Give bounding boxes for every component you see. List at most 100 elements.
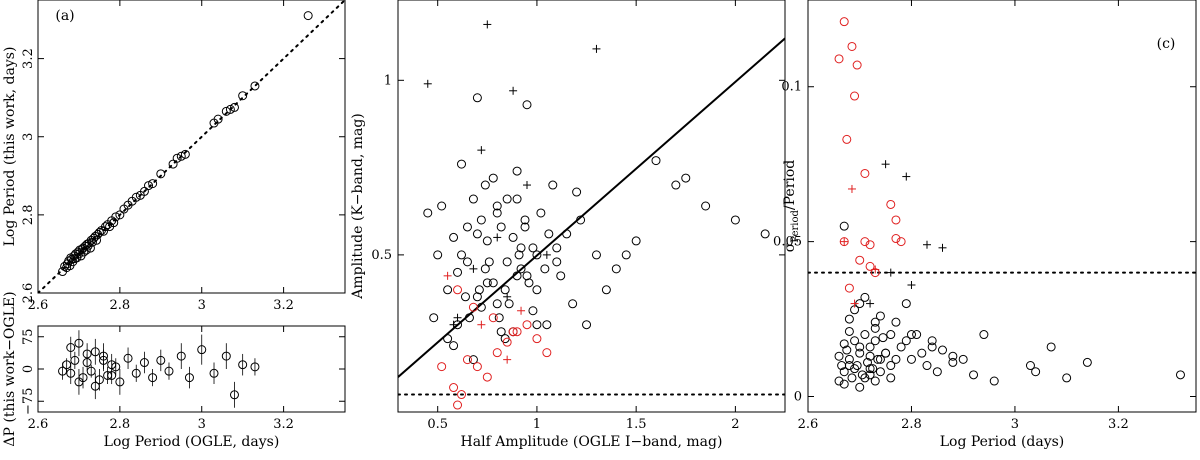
x-tick-label: 1.5 [626, 417, 647, 432]
panel-a-residuals: 2.6 2.8 3 3.2 −75 0 75 Log Period (OGLE, days) Δ… [2, 291, 346, 450]
data-point [860, 373, 870, 383]
data-point [842, 134, 852, 144]
data-point [468, 302, 478, 312]
data-point [464, 313, 474, 323]
data-point [855, 255, 865, 265]
data-point [844, 354, 854, 364]
data-point [98, 355, 108, 365]
data-point [932, 367, 942, 377]
data-point [886, 373, 896, 383]
data-point [875, 367, 885, 377]
data-point [462, 355, 472, 365]
data-point [109, 218, 119, 228]
data-point [839, 379, 849, 389]
data-point-cross [886, 268, 895, 277]
data-point [512, 271, 522, 281]
data-layer [398, 20, 785, 410]
data-point [572, 187, 582, 197]
data-point [90, 381, 100, 391]
data-point [482, 236, 492, 246]
data-point [453, 400, 463, 410]
data-point [927, 336, 937, 346]
data-point [875, 354, 885, 364]
data-point [917, 348, 927, 358]
data-point [906, 354, 916, 364]
data-point-cross [847, 184, 856, 193]
y-axis-label: σPeriod/Period [782, 160, 801, 253]
data-point [472, 93, 482, 103]
data-point [886, 361, 896, 371]
y-tick-label: 0.1 [781, 80, 802, 95]
data-point [172, 153, 182, 163]
data-point [850, 336, 860, 346]
data-point [865, 370, 875, 380]
data-point [176, 351, 186, 361]
x-tick-label: 2.6 [28, 417, 49, 432]
data-point [870, 323, 880, 333]
data-point [842, 345, 852, 355]
data-point [492, 299, 502, 309]
data-point [496, 222, 506, 232]
data-point [839, 367, 849, 377]
data-point-cross [477, 146, 486, 155]
data-point [532, 320, 542, 330]
data-point [474, 285, 484, 295]
data-point [502, 194, 512, 204]
data-point [144, 181, 154, 191]
data-point [437, 362, 447, 372]
data-point [568, 299, 578, 309]
data-point [591, 250, 601, 260]
data-point [839, 221, 849, 231]
data-point [927, 342, 937, 352]
data-point [468, 355, 478, 365]
data-point-cross [477, 320, 486, 329]
data-point-cross [922, 240, 931, 249]
data-point [457, 390, 467, 400]
data-point [989, 376, 999, 386]
data-point [484, 257, 494, 267]
data-point [209, 368, 219, 378]
data-point [522, 271, 532, 281]
data-layer [38, 0, 345, 293]
data-point-cross [840, 237, 849, 246]
data-point [250, 81, 260, 91]
data-point [492, 201, 502, 211]
data-point [303, 11, 313, 21]
data-point [873, 354, 883, 364]
data-point-cross [881, 160, 890, 169]
data-point [532, 285, 542, 295]
data-point-cross [443, 271, 452, 280]
data-point [74, 377, 84, 387]
data-point [111, 212, 121, 222]
data-point [865, 364, 875, 374]
data-point [433, 250, 443, 260]
data-point [164, 366, 174, 376]
data-point [90, 347, 100, 357]
data-point [671, 180, 681, 190]
fit-line [398, 37, 785, 378]
data-point [238, 360, 248, 370]
data-point [860, 237, 870, 247]
data-point [906, 330, 916, 340]
data-point [462, 222, 472, 232]
data-point [449, 341, 459, 351]
data-point [576, 215, 586, 225]
y-tick-label: 3.2 [21, 48, 36, 69]
data-point [504, 299, 514, 309]
data-point [552, 243, 562, 253]
data-point [86, 366, 96, 376]
data-point [168, 159, 178, 169]
data-point [760, 229, 770, 239]
data-point [101, 222, 111, 232]
data-point [221, 106, 231, 116]
data-point [156, 169, 166, 179]
data-point [437, 201, 447, 211]
data-point [70, 355, 80, 365]
data-point [1046, 342, 1056, 352]
data-point [847, 41, 857, 51]
x-tick-label: 3.2 [273, 417, 294, 432]
data-point [197, 345, 207, 355]
y-axis-label: ΔP (this work−OGLE) [2, 291, 18, 446]
